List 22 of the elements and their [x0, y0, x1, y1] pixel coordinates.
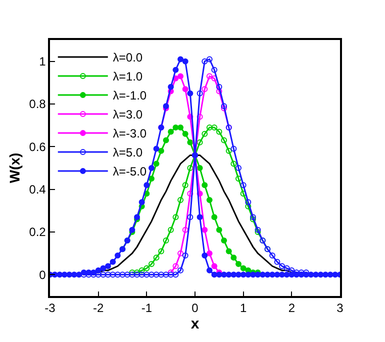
y-tick-label: 0.4	[29, 182, 46, 197]
y-tick-label: 0	[39, 268, 46, 282]
legend-label: λ=3.0	[112, 108, 143, 122]
y-tick-label: 0.8	[29, 97, 46, 112]
x-tick-label: 1	[240, 301, 247, 316]
x-tick-label: 2	[288, 301, 296, 316]
legend-label: λ=1.0	[112, 70, 143, 84]
x-axis-title: x	[190, 316, 200, 333]
x-tick-label: -3	[44, 301, 56, 316]
y-axis-title: W(x)	[6, 152, 22, 184]
x-tick-label: 3	[336, 301, 344, 316]
legend-label: λ=-3.0	[112, 126, 147, 141]
legend-label: λ=5.0	[112, 146, 143, 160]
x-tick-label: -1	[141, 301, 152, 316]
x-tick-label: -2	[92, 301, 104, 316]
y-tick-label: 0.2	[29, 225, 46, 240]
legend-label: λ=-5.0	[112, 164, 147, 179]
y-tick-label: 1	[39, 54, 46, 69]
legend-label: λ=0.0	[112, 50, 143, 65]
y-tick-label: 0.6	[29, 140, 46, 154]
x-tick-label: 0	[192, 301, 199, 316]
legend-label: λ=-1.0	[112, 88, 147, 103]
